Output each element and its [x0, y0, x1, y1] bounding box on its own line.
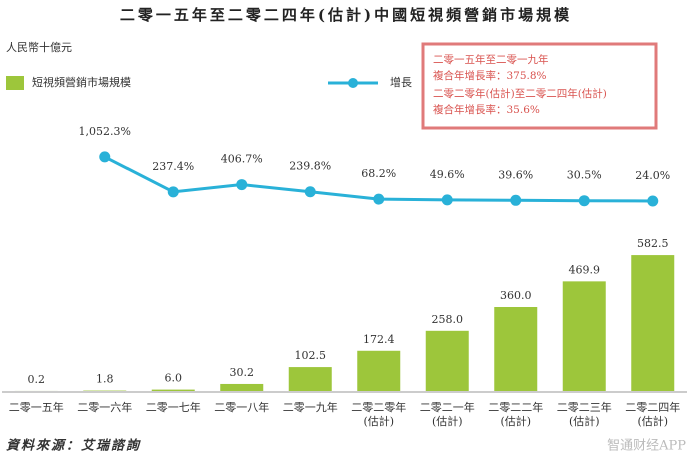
- annotation-box: [421, 42, 658, 130]
- line-marker: [236, 179, 248, 191]
- bar: [357, 350, 401, 391]
- value-label: 1.8: [96, 373, 114, 386]
- bar: [220, 383, 264, 391]
- value-label: 6.0: [165, 372, 183, 385]
- value-label: 24.0%: [635, 169, 670, 182]
- value-label: 406.7%: [221, 153, 263, 166]
- x-tick-label: (估計): [363, 414, 394, 428]
- x-tick-label: 二零一五年: [9, 400, 64, 414]
- legend-label: 短視頻營銷市場規模: [32, 75, 131, 89]
- line-marker: [647, 195, 659, 207]
- x-tick-label: (估計): [637, 414, 668, 428]
- value-label: 0.2: [28, 373, 46, 386]
- value-label: 30.2: [230, 366, 255, 379]
- value-label: 68.2%: [361, 167, 396, 180]
- annotation: 複合年增長率：375.8%: [433, 69, 547, 82]
- line-marker: [99, 151, 111, 163]
- x-tick-label: (估計): [432, 414, 463, 428]
- value-label: 258.0: [432, 313, 464, 326]
- annotation: 複合年增長率：35.6%: [433, 103, 540, 116]
- value-label: 237.4%: [152, 160, 194, 173]
- bar: [494, 307, 538, 391]
- x-tick-label: 二零一九年: [283, 400, 338, 414]
- x-tick-label: (估計): [569, 414, 600, 428]
- line-marker: [304, 186, 316, 198]
- source: 資料來源：艾瑞諮詢: [6, 438, 141, 454]
- x-tick-label: 二零二四年: [625, 400, 680, 414]
- value-label: 102.5: [295, 349, 327, 362]
- value-label: 30.5%: [567, 169, 602, 182]
- legend-marker: [348, 78, 358, 88]
- value-label: 172.4: [363, 333, 395, 346]
- value-label: 49.6%: [430, 168, 465, 181]
- bar: [151, 389, 195, 391]
- value-label: 39.6%: [498, 168, 533, 181]
- x-tick-label: 二零一六年: [77, 400, 132, 414]
- legend-label: 增長: [390, 75, 412, 89]
- bar: [425, 330, 469, 391]
- value-label: 469.9: [569, 263, 601, 276]
- chart-title: 二零一五年至二零二四年(估計)中國短視頻營銷市場規模: [120, 6, 572, 24]
- bar: [288, 367, 332, 391]
- line-marker: [167, 186, 179, 198]
- value-label: 239.8%: [289, 160, 331, 173]
- x-tick-label: (估計): [500, 414, 531, 428]
- x-tick-label: 二零一八年: [214, 400, 269, 414]
- line-marker: [373, 193, 385, 205]
- bar: [631, 255, 675, 391]
- x-tick-label: 二零一七年: [146, 400, 201, 414]
- unit-label: 人民幣十億元: [6, 40, 72, 54]
- watermark: 智通财经APP: [607, 439, 686, 454]
- line-marker: [441, 194, 453, 206]
- x-tick-label: 二零二一年: [420, 400, 475, 414]
- line-marker: [578, 195, 590, 207]
- legend-swatch: [6, 76, 24, 90]
- x-tick-label: 二零二三年: [557, 400, 612, 414]
- line-marker: [510, 194, 522, 206]
- value-label: 1,052.3%: [79, 125, 131, 138]
- annotation: 二零一五年至二零一九年: [433, 53, 549, 66]
- x-tick-label: 二零二二年: [488, 400, 543, 414]
- value-label: 582.5: [637, 237, 669, 250]
- bar: [562, 281, 606, 391]
- value-label: 360.0: [500, 289, 532, 302]
- x-tick-label: 二零二零年: [351, 400, 406, 414]
- annotation: 二零二零年(估計)至二零二四年(估計): [433, 87, 607, 100]
